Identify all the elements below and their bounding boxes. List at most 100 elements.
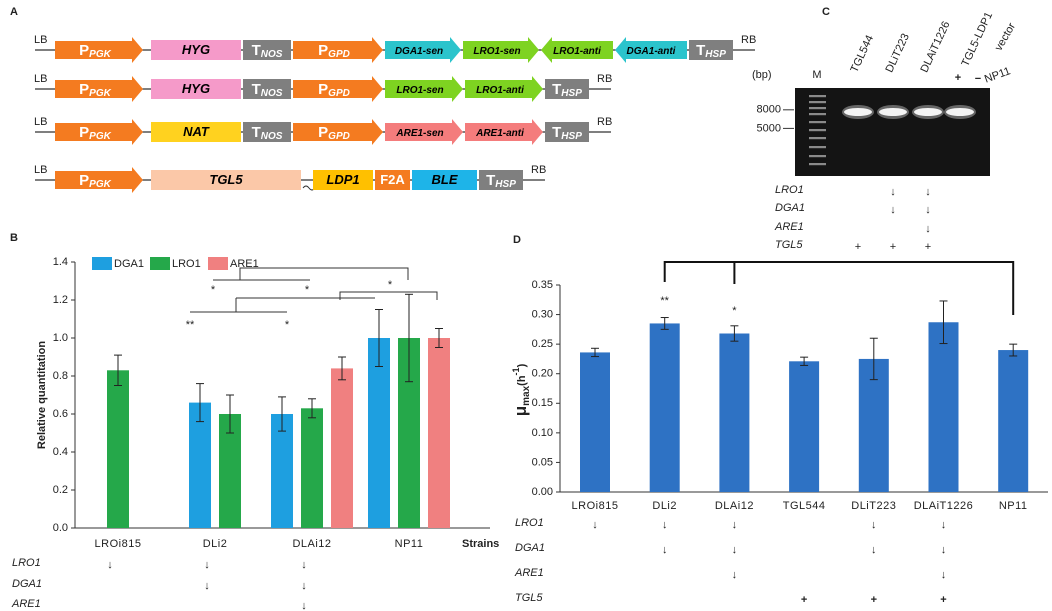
element-label: LRO1-anti	[476, 85, 524, 96]
y-axis-title: Relative quantitation	[36, 341, 48, 449]
element-box	[689, 40, 733, 60]
element-name: P	[79, 81, 89, 98]
element-name: LRO1-anti	[553, 46, 601, 57]
element-name: T	[252, 81, 261, 98]
element-label: PPGK	[79, 124, 111, 142]
error-bar	[226, 394, 234, 434]
genotype-mark: ↓	[941, 519, 947, 531]
panel-label: D	[513, 234, 521, 246]
error-bar	[869, 337, 878, 381]
y-tick-label: 0.0	[53, 522, 68, 534]
element-label: PPGK	[79, 172, 111, 190]
x-tick-label: NP11	[999, 500, 1028, 512]
element-label: PPGK	[79, 42, 111, 60]
genotype-mark: ↓	[925, 186, 931, 198]
ladder-band	[809, 121, 826, 124]
bar	[719, 333, 750, 492]
error-bar	[278, 396, 286, 432]
bar	[580, 352, 610, 492]
y-tick-label: 0.8	[53, 370, 68, 382]
legend-swatch	[92, 257, 112, 270]
legend-label: LRO1	[172, 258, 201, 270]
significance-mark: **	[186, 319, 195, 331]
element-name: HYG	[182, 81, 210, 96]
element-name: T	[696, 42, 705, 59]
y-tick-label: 0.4	[53, 446, 68, 458]
genotype-mark: ↓	[925, 204, 931, 216]
element-name: P	[79, 172, 89, 189]
bar	[649, 323, 680, 492]
element-label: TNOS	[252, 81, 283, 99]
x-tick-label: TGL544	[783, 500, 826, 512]
element-arrow	[465, 76, 543, 102]
error-bar	[435, 328, 443, 348]
element-label: THSP	[552, 81, 582, 99]
element-box	[151, 122, 241, 142]
element-subscript: PGK	[89, 131, 111, 142]
element-arrow	[293, 37, 383, 63]
bar	[428, 338, 450, 528]
right-border: RB	[597, 116, 612, 128]
x-axis-title: Strains	[462, 538, 499, 550]
y-tick-label: 0.05	[532, 456, 553, 468]
y-axis-unit-close: )	[516, 363, 528, 367]
y-axis-superscript: -1	[511, 367, 521, 375]
significance-bracket	[663, 261, 1015, 315]
element-subscript: NOS	[261, 88, 283, 99]
element-name: LDP1	[326, 172, 359, 187]
y-tick-label: 0.15	[532, 397, 553, 409]
genotype-mark: ↓	[890, 186, 896, 198]
genotype-gene: LRO1	[12, 557, 41, 569]
element-name: T	[252, 124, 261, 141]
element-name: P	[79, 42, 89, 59]
bar	[219, 414, 241, 528]
legend-swatch	[208, 257, 228, 270]
significance-mark: *	[732, 305, 737, 317]
element-name: ARE1-sen	[395, 128, 443, 139]
marker-size: 8000	[757, 104, 781, 116]
ladder-band	[809, 129, 826, 132]
dna-band	[844, 108, 872, 116]
ladder-band	[809, 95, 826, 98]
genotype-mark: ↓	[732, 519, 738, 531]
bar	[998, 350, 1029, 492]
element-subscript: HSP	[495, 179, 516, 190]
genotype-gene: TGL5	[775, 239, 803, 251]
genotype-gene: ARE1	[11, 598, 41, 610]
element-arrow	[385, 37, 461, 63]
element-label: LRO1-sen	[396, 85, 443, 96]
element-arrow	[385, 119, 463, 145]
element-label: THSP	[696, 42, 726, 60]
genotype-mark: ↓	[662, 519, 668, 531]
element-arrow	[293, 119, 383, 145]
genotype-mark: ↓	[301, 559, 307, 571]
marker-size: 5000	[757, 122, 781, 134]
y-axis-symbol: μ	[511, 406, 530, 416]
genotype-gene: DGA1	[515, 542, 545, 554]
y-tick-label: 0.25	[532, 338, 553, 350]
element-label: LRO1-sen	[473, 46, 520, 57]
element-box	[375, 170, 410, 190]
element-subscript: GPD	[328, 131, 350, 142]
element-name: F2A	[380, 172, 405, 187]
left-border: LB	[34, 73, 47, 85]
bar	[368, 338, 390, 528]
element-name: T	[252, 42, 261, 59]
y-tick-label: 1.4	[53, 256, 68, 268]
element-name: DGA1-sen	[395, 46, 443, 57]
element-arrow	[615, 37, 687, 63]
significance-mark: *	[285, 319, 290, 331]
y-tick-label: 1.2	[53, 294, 68, 306]
element-box	[313, 170, 373, 190]
genotype-mark: ↓	[732, 569, 738, 581]
element-arrow	[55, 37, 143, 63]
element-subscript: NOS	[261, 131, 283, 142]
genotype-gene: LRO1	[775, 184, 804, 196]
genotype-gene: DGA1	[775, 202, 805, 214]
element-name: LRO1-sen	[396, 85, 443, 96]
significance-mark: *	[305, 284, 310, 296]
genotype-mark: +	[940, 594, 946, 606]
gel-image	[795, 88, 990, 176]
genotype-mark: +	[925, 241, 931, 253]
element-subscript: PGK	[89, 49, 111, 60]
